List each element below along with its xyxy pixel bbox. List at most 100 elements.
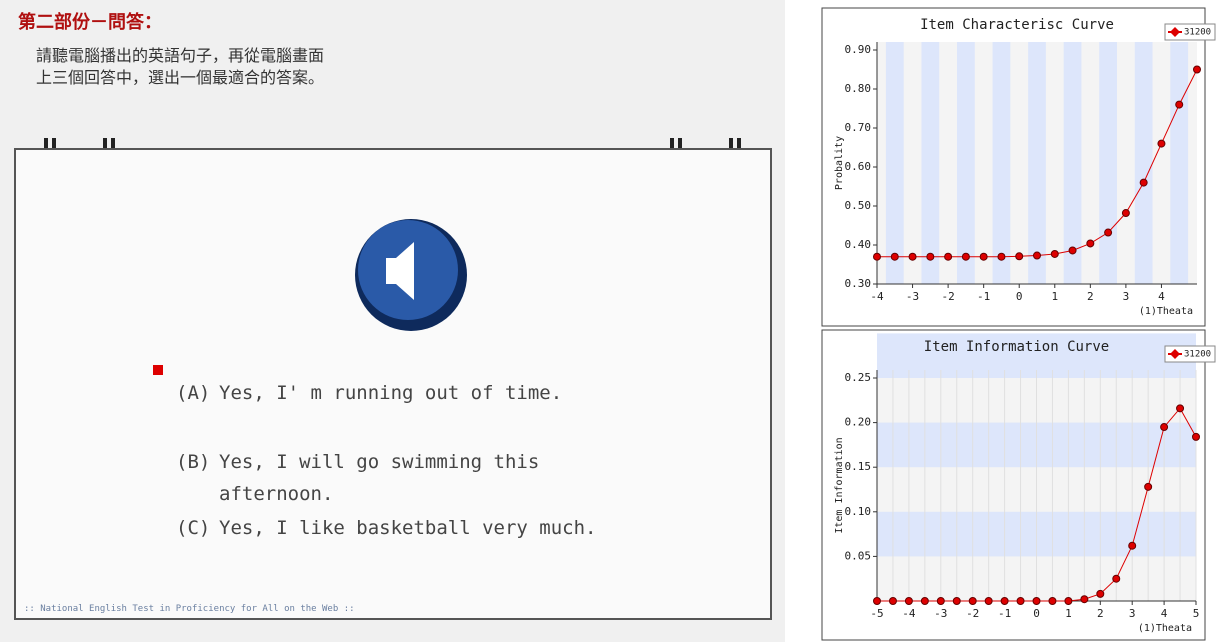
point (1048, 597, 1057, 605)
point (873, 252, 881, 261)
point (888, 597, 897, 605)
point (1121, 209, 1130, 218)
instruction: 上三個回答中，選出一個最適合的答案。 (36, 68, 325, 87)
stripe (1170, 42, 1189, 284)
question-card: (A) Yes, I' m running out of time. (B) Yes… (14, 148, 772, 620)
x-axis-label: (1)Theata (1138, 623, 1192, 634)
legend-marker (1170, 27, 1180, 37)
charts: 0.30 0.40 0.50 0.60 0.70 0.80 0.90 -4 -3 -2 -1 0 1 2 3… (821, 7, 1216, 641)
point (952, 597, 961, 605)
y-axis-label: Probality (834, 136, 845, 190)
y-tick-label: 0.25 (845, 371, 872, 384)
x-tick-label: -1 (998, 607, 1011, 620)
x-tick-label: -2 (941, 290, 954, 303)
y-tick-label: 0.20 (845, 416, 872, 429)
x-tick-label: -3 (906, 290, 919, 303)
instruction: 請聽電腦播出的英語句子，再從電腦畫面 (36, 46, 325, 65)
point (936, 597, 945, 605)
x-tick-label: 5 (1193, 607, 1200, 620)
chart-title: Item Characterisc Curve (920, 17, 1114, 33)
y-tick-label: 0.05 (845, 549, 872, 562)
stripe (1063, 42, 1082, 284)
point (968, 597, 977, 605)
point (944, 252, 953, 261)
x-tick-label: 3 (1123, 290, 1130, 303)
point (1157, 139, 1166, 148)
option-text: Yes, I like basketball very much. (219, 517, 597, 539)
option-letter: (B) (176, 451, 211, 473)
point (1176, 404, 1185, 413)
point (1016, 597, 1025, 605)
x-tick-label: 4 (1161, 607, 1168, 620)
x-tick-label: -4 (870, 290, 884, 303)
point (1000, 597, 1009, 605)
x-tick-label: 1 (1065, 607, 1072, 620)
point (890, 252, 899, 261)
option-letter: (A) (176, 382, 211, 404)
point (979, 252, 988, 261)
x-tick-label: -3 (934, 607, 947, 620)
point (904, 597, 913, 605)
x-tick-label: 1 (1051, 290, 1058, 303)
legend-label: 31200 (1184, 28, 1211, 38)
point (1112, 574, 1121, 583)
legend-box (1164, 23, 1216, 41)
y-tick-label: 0.40 (845, 238, 872, 251)
option-text: Yes, I' m running out of time. (219, 382, 563, 404)
point (961, 252, 970, 261)
play-audio-button[interactable] (346, 210, 476, 340)
point (1193, 65, 1201, 74)
legend-marker (1170, 349, 1180, 359)
point (1064, 597, 1073, 605)
point (1139, 178, 1148, 187)
point (1175, 100, 1184, 109)
x-axis-label: (1)Theata (1139, 306, 1193, 317)
y-tick-label: 0.80 (845, 82, 872, 95)
point (1096, 589, 1105, 598)
point (1192, 432, 1200, 441)
x-tick-label: 2 (1097, 607, 1104, 620)
x-tick-label: 3 (1129, 607, 1136, 620)
y-tick-label: 0.30 (845, 277, 872, 290)
point (997, 252, 1006, 261)
point (1068, 246, 1077, 255)
stripe (921, 42, 940, 284)
stripe (1028, 42, 1046, 284)
quiz-panel: 第二部份－問答： 請聽電腦播出的英語句子，再從電腦畫面 上三個回答中，選出一個最… (0, 0, 785, 642)
stripe (885, 42, 904, 284)
point (1128, 541, 1137, 550)
x-tick-label: 0 (1033, 607, 1040, 620)
point (1033, 251, 1041, 260)
point (1080, 595, 1089, 604)
point (1032, 597, 1041, 605)
x-tick-label: -1 (977, 290, 990, 303)
point (920, 597, 929, 605)
stripe (992, 42, 1011, 284)
y-tick-label: 0.60 (845, 160, 872, 173)
point (1144, 482, 1153, 491)
y-tick-label: 0.15 (845, 460, 872, 473)
option[interactable]: (B) Yes, I will go swimming this afternoo… (176, 446, 619, 510)
legend-box (1164, 345, 1216, 363)
option[interactable]: (C) Yes, I like basketball very much. (176, 512, 597, 544)
option[interactable]: (A) Yes, I' m running out of time. (176, 377, 562, 409)
point (984, 597, 993, 605)
point (1050, 249, 1059, 258)
point (1160, 423, 1169, 432)
point (1086, 239, 1095, 248)
x-tick-label: -4 (902, 607, 916, 620)
point (926, 252, 935, 261)
point (1104, 228, 1113, 237)
stripe (957, 42, 975, 284)
binder-rings (44, 138, 741, 154)
chart-title: Item Information Curve (924, 339, 1109, 355)
y-tick-label: 0.90 (845, 43, 872, 56)
legend-label: 31200 (1184, 350, 1211, 360)
y-axis-label: Item Information (834, 437, 845, 533)
x-tick-label: -5 (870, 607, 883, 620)
stripe (1134, 42, 1153, 284)
x-tick-label: -2 (966, 607, 979, 620)
option-text: Yes, I will go swimming this afternoon. (219, 451, 540, 505)
y-tick-label: 0.10 (845, 505, 872, 518)
